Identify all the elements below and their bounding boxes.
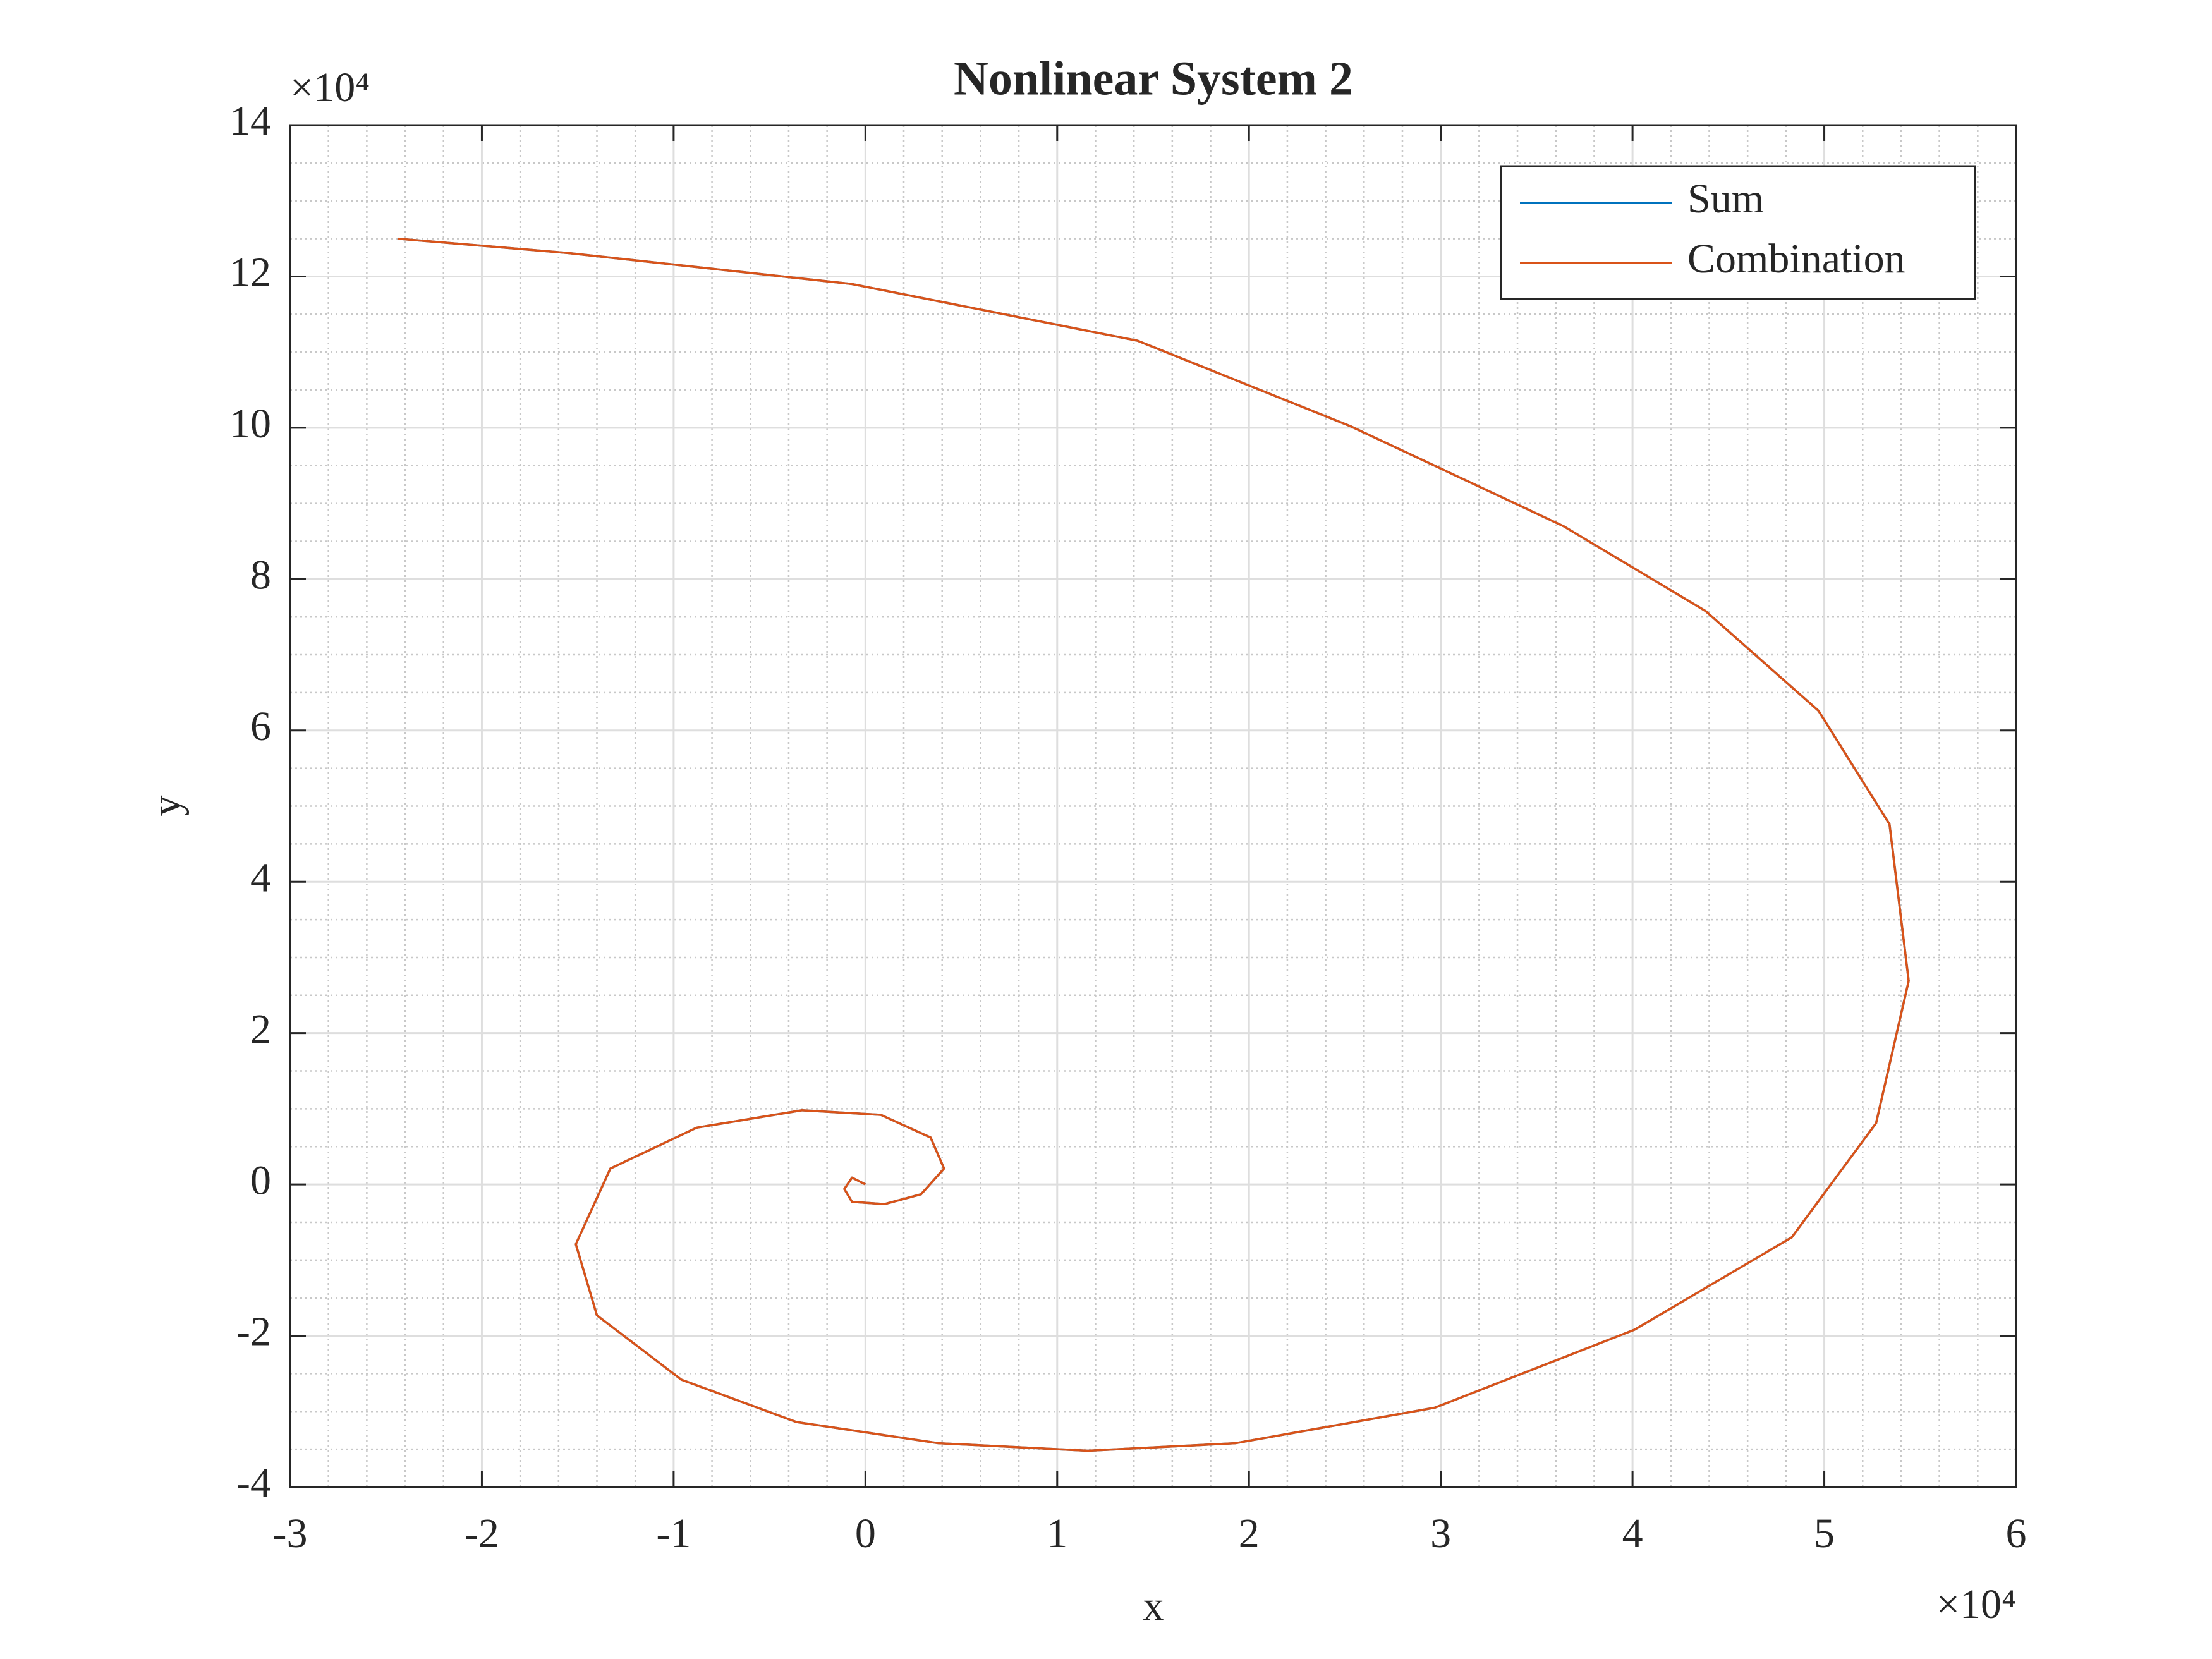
chart-title: Nonlinear System 2 — [954, 52, 1353, 105]
y-tick-label: -2 — [236, 1309, 271, 1355]
x-multiplier: ×10⁴ — [1936, 1581, 2016, 1627]
x-tick-label: 2 — [1239, 1510, 1260, 1557]
x-tick-label: 6 — [2006, 1510, 2027, 1557]
x-tick-label: 0 — [855, 1510, 876, 1557]
y-tick-label: 0 — [250, 1157, 271, 1203]
x-tick-label: -3 — [273, 1510, 308, 1557]
x-tick-label: 3 — [1430, 1510, 1451, 1557]
y-tick-label: 14 — [229, 98, 271, 144]
x-tick-label: 1 — [1047, 1510, 1067, 1557]
x-tick-label: 4 — [1622, 1510, 1643, 1557]
y-tick-label: 2 — [250, 1006, 271, 1052]
series-line — [397, 237, 1910, 1452]
plot-frame — [289, 124, 2017, 1488]
legend-label: Combination — [1687, 236, 1905, 282]
legend-label: Sum — [1687, 176, 1764, 222]
y-tick-label: 12 — [229, 250, 271, 296]
x-tick-label: 5 — [1814, 1510, 1835, 1557]
x-axis-label: x — [1143, 1583, 1164, 1629]
legend-box — [1500, 165, 1976, 300]
x-tick-label: -1 — [656, 1510, 691, 1557]
y-multiplier: ×10⁴ — [290, 64, 370, 111]
y-tick-label: -4 — [236, 1460, 271, 1506]
x-tick-label: -2 — [465, 1510, 499, 1557]
y-tick-label: 6 — [250, 703, 271, 750]
y-tick-label: 8 — [250, 552, 271, 598]
y-axis-label: y — [143, 796, 190, 817]
y-tick-label: 4 — [250, 854, 271, 901]
y-tick-label: 10 — [229, 401, 271, 447]
